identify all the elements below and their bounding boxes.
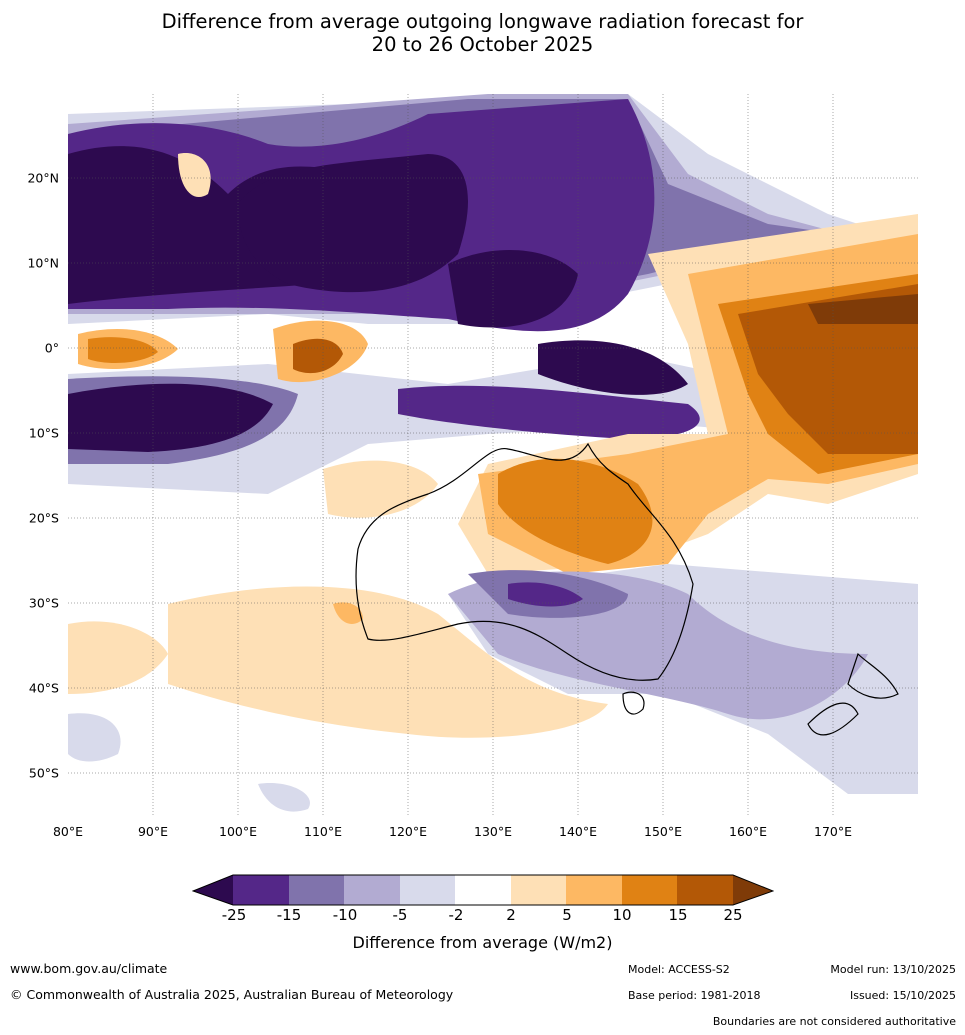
anomaly-region xyxy=(333,602,363,624)
colorbar-tick: 25 xyxy=(723,906,743,924)
anomaly-map xyxy=(68,94,918,816)
lon-label: 160°E xyxy=(728,824,768,839)
colorbar-swatch xyxy=(289,875,344,905)
lat-label: 10°S xyxy=(28,425,59,441)
australia-coastline xyxy=(355,442,694,681)
new-zealand-coastline xyxy=(807,652,899,736)
colorbar-outline xyxy=(192,874,774,906)
website-link[interactable]: www.bom.gov.au/climate xyxy=(10,961,168,976)
colorbar-swatch xyxy=(193,875,233,905)
title-line-2: 20 to 26 October 2025 xyxy=(371,33,594,56)
anomaly-region xyxy=(323,460,438,518)
lat-label: 30°S xyxy=(28,595,59,611)
colorbar-swatch xyxy=(677,875,733,905)
colorbar-tick: -25 xyxy=(221,906,247,924)
title-line-1: Difference from average outgoing longwav… xyxy=(161,10,804,33)
colorbar-tick: 15 xyxy=(668,906,688,924)
colorbar-tick: 2 xyxy=(506,906,516,924)
colorbar-tick: -5 xyxy=(392,906,408,924)
anomaly-region xyxy=(448,250,578,328)
colorbar-swatch xyxy=(344,875,400,905)
colorbar-swatch xyxy=(455,875,511,905)
colorbar-swatch xyxy=(400,875,455,905)
colorbar-tick: -15 xyxy=(276,906,302,924)
copyright-notice: © Commonwealth of Australia 2025, Austra… xyxy=(10,987,454,1002)
model-run-date: Model run: 13/10/2025 xyxy=(830,963,956,976)
lon-label: 130°E xyxy=(473,824,513,839)
lat-label: 20°S xyxy=(28,510,59,526)
anomaly-region xyxy=(538,340,688,395)
lon-label: 110°E xyxy=(303,824,343,839)
anomaly-region xyxy=(68,383,273,452)
colorbar-tick: -10 xyxy=(332,906,358,924)
lat-label: 10°N xyxy=(27,255,59,271)
model-name: Model: ACCESS-S2 xyxy=(628,963,730,976)
tasmania-coastline xyxy=(622,691,645,715)
anomaly-region xyxy=(168,586,608,738)
colorbar-tick: -2 xyxy=(448,906,464,924)
colorbar-tick: 10 xyxy=(612,906,632,924)
colorbar-swatch xyxy=(733,875,773,905)
anomaly-region xyxy=(508,582,583,607)
graticule xyxy=(68,94,918,816)
colorbar-swatch xyxy=(511,875,566,905)
colorbar-swatch xyxy=(622,875,677,905)
anomaly-region xyxy=(68,621,168,694)
colorbar xyxy=(192,874,774,906)
anomaly-region xyxy=(68,713,121,762)
anomaly-region xyxy=(293,338,343,374)
lat-label: 40°S xyxy=(28,680,59,696)
base-period: Base period: 1981-2018 xyxy=(628,989,761,1002)
anomaly-map-svg xyxy=(68,94,918,816)
lon-label: 170°E xyxy=(813,824,853,839)
lat-label: 50°S xyxy=(28,765,59,781)
lon-label: 80°E xyxy=(52,824,84,839)
lon-label: 140°E xyxy=(558,824,598,839)
lat-label: 20°N xyxy=(27,170,59,186)
lon-label: 120°E xyxy=(388,824,428,839)
anomaly-region xyxy=(88,337,158,364)
chart-title: Difference from average outgoing longwav… xyxy=(0,10,965,56)
colorbar-swatch xyxy=(233,875,289,905)
anomaly-region xyxy=(398,385,700,439)
boundaries-disclaimer: Boundaries are not considered authoritat… xyxy=(712,1015,956,1028)
anomaly-region xyxy=(178,153,211,198)
lon-label: 100°E xyxy=(218,824,258,839)
colorbar-swatch xyxy=(566,875,622,905)
lat-label: 0° xyxy=(44,340,59,356)
colorbar-tick: 5 xyxy=(562,906,572,924)
anomaly-region xyxy=(738,284,918,454)
colorbar-label: Difference from average (W/m2) xyxy=(352,933,613,952)
anomaly-region xyxy=(498,458,653,564)
lon-label: 150°E xyxy=(643,824,683,839)
anomaly-region xyxy=(238,154,468,293)
anomaly-region xyxy=(258,783,310,812)
lon-label: 90°E xyxy=(137,824,169,839)
anomaly-region xyxy=(808,294,918,324)
issued-date: Issued: 15/10/2025 xyxy=(849,989,956,1002)
